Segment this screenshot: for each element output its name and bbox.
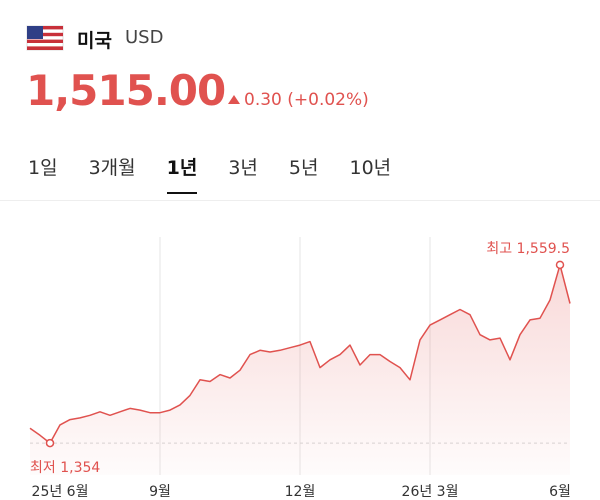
x-tick-label: 12월 [285,484,316,500]
currency: USD [125,27,164,48]
up-arrow [228,95,240,104]
tab[interactable]: 3개월 [88,157,136,179]
price: 1,515.00 [26,66,226,115]
tab[interactable]: 10년 [349,157,392,179]
flag [26,25,64,51]
area [30,264,570,475]
tab[interactable]: 1년 [166,153,198,194]
tab[interactable]: 3년 [228,157,258,179]
x-tick-label: 9월 [149,484,171,500]
low-label: 최저 1,354 [30,460,100,476]
high-marker [555,260,565,270]
country: 미국 [77,30,112,52]
price-change: 0.30 (+0.02%) [244,90,369,110]
x-tick-label: 6월 [549,484,571,500]
line [29,264,571,444]
high-label: 최고 1,559.5 [486,241,570,257]
tab-bar: 1일 3개월 1년 3년 5년 10년 [28,153,391,194]
tab[interactable]: 1일 [28,157,58,179]
tab[interactable]: 5년 [288,157,319,179]
low-marker [45,438,55,448]
x-tick-label: 26년 3월 [402,484,459,500]
x-tick-label: 25년 6월 [32,484,89,500]
separator [0,200,600,201]
